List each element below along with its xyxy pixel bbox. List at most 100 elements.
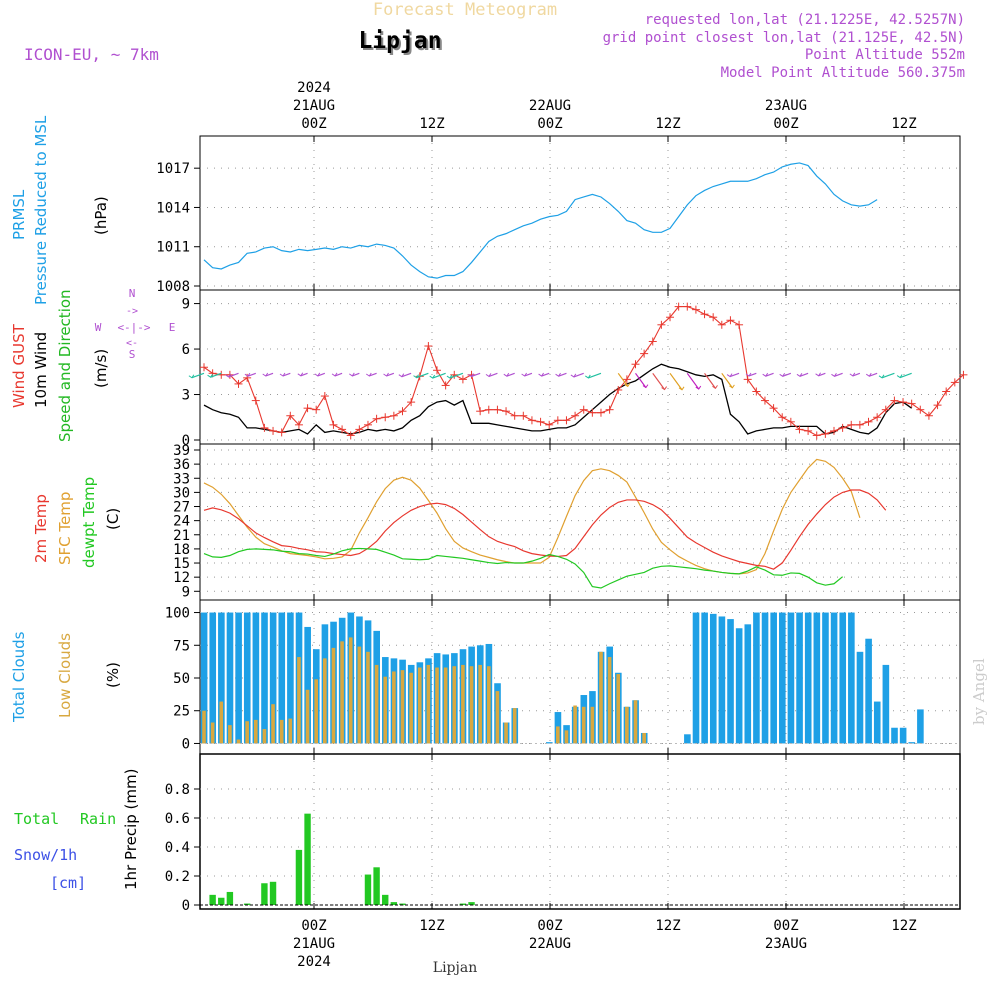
total-cloud-bar [684,734,691,744]
total-cloud-bar [753,612,760,744]
rain-bar [399,903,406,905]
pressure-line [203,162,878,279]
wind-arrow [704,372,716,389]
temp-unit: (C) [104,508,122,530]
sfc-temp-label: SFC Temp [56,492,74,565]
y-tick-label: 9 [182,297,190,313]
wind-arrow [721,372,733,389]
low-cloud-bar [435,667,439,744]
rain-bar [226,891,234,905]
y-tick-label: 1014 [156,200,190,216]
total-cloud-bar [735,628,743,744]
low-cloud-bar [279,719,284,744]
wind-speed-direction-label: Speed and Direction [56,289,74,442]
low-cloud-bar [426,664,431,744]
wind-arrow [899,372,912,379]
wind-arrow [401,372,412,378]
total-cloud-bar [692,612,700,744]
precip-panel: 0 0.2 0.4 0.6 0.8 [165,753,961,914]
low-cloud-bar [599,651,603,744]
dewpt-temp-label: dewpt Temp [80,477,98,568]
wind-arrow [818,372,826,377]
wind-arrow-head [779,373,786,377]
wind-arrow-head [815,372,822,377]
total-cloud-bar [278,612,286,744]
y-tick-label: 1017 [156,161,190,177]
total-cloud-bar [200,612,208,744]
low-cloud-bar [504,722,508,744]
total-cloud-bar [779,612,786,744]
wind-arrow-head [262,372,269,377]
rain-label: Rain [80,810,116,828]
y-tick-label: 9 [182,584,190,600]
wind-gust-label: Wind GUST [10,323,28,408]
bottom-tick-label: 12Z [419,918,444,934]
wind-arrow [191,372,205,379]
wind-arrow-head [624,383,631,388]
wind-arrow [765,372,774,377]
top-tick-label: 00Z [773,116,798,132]
y-tick-label: 0 [182,736,190,752]
rain-bar [468,902,475,905]
low-cloud-bar [348,637,353,744]
wind-arrow [834,372,843,377]
wind-arrow [317,372,326,377]
wind-arrow-head [188,374,195,379]
low-cloud-bar [245,721,249,744]
rain-bar [373,867,380,905]
low-cloud-bar [581,706,586,744]
top-tick-label: 23AUG [765,98,807,114]
low-cloud-bar [383,676,388,744]
low-cloud-bar [443,667,448,744]
clouds-panel: 0 25 50 75 100 [165,599,961,755]
total-cloud-bar [261,612,268,744]
wind-arrow-head [878,374,885,379]
wind-arrow [524,372,533,377]
product-title: Forecast Meteogram [373,0,557,20]
low-cloud-bar [556,726,560,744]
wind-arrow-head [555,372,561,377]
snow-unit: [cm] [50,874,86,892]
total-cloud-bar [269,612,277,744]
wind-arrow [247,372,256,377]
low-cloud-bar [236,739,241,744]
wind-arrow-head [745,372,752,377]
low-cloud-bar [228,725,232,744]
wind10-line [203,363,913,435]
wind-arrow-head [538,372,545,377]
wind-arrow [635,372,647,388]
prmsl-label: PRMSL [10,189,28,240]
low-cloud-bar [633,700,638,744]
low-cloud-bar [512,708,517,744]
total-cloud-bar [822,612,829,744]
rain-bar [364,874,372,905]
rain-bar [269,881,277,905]
y-tick-label: 6 [182,342,190,358]
total-cloud-bar [848,612,855,744]
total-cloud-bar [243,612,251,744]
total-cloud-bar [701,612,708,744]
low-cloud-bar [452,666,457,744]
low-cloud-bar [478,664,482,744]
top-tick-label: 21AUG [293,98,335,114]
wind-arrow [506,372,515,377]
total-cloud-bar [804,612,812,744]
total-cloud-bar [218,612,225,744]
watermark: by Angel [970,658,988,725]
wind-arrow [748,372,757,377]
pressure-panel: 1008 1011 1014 1017 [156,135,961,295]
wind-arrow-head [678,386,685,391]
wind-arrow-head [865,372,872,377]
rain-bar [218,897,225,905]
pressure-reduced-label: Pressure Reduced to MSL [32,115,50,305]
y-tick-label: 50 [173,671,190,687]
total-clouds-label: Total Clouds [10,631,28,723]
rain-bar [382,894,389,905]
wind-arrow [729,372,740,378]
low-cloud-bar [607,657,612,744]
wind-arrow-head [279,372,286,377]
wind-arrow-head [503,372,510,377]
low-cloud-bar [305,689,310,744]
sfc-temp-line [203,458,861,575]
low-cloud-bar [392,671,396,744]
